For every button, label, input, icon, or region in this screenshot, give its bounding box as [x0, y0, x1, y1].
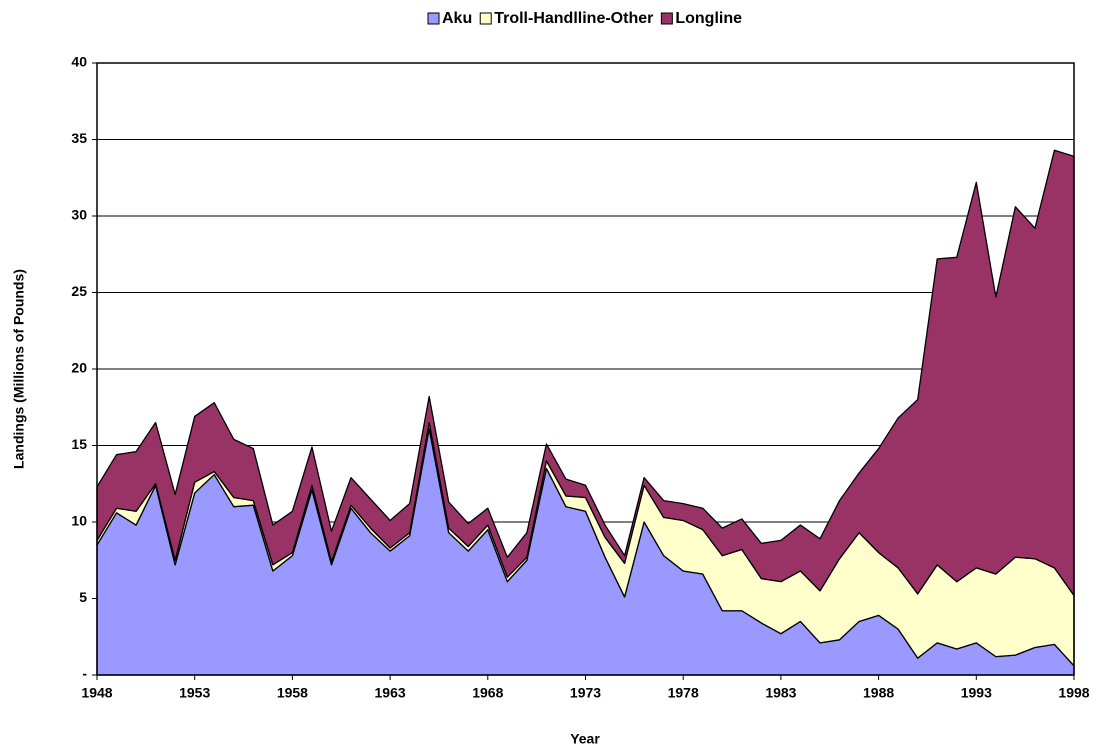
legend-swatch: [660, 12, 673, 25]
x-tick-label: 1948: [81, 685, 112, 701]
y-tick-label: 15: [71, 436, 87, 452]
legend-label: Longline: [675, 10, 742, 27]
x-tick-label: 1983: [765, 685, 796, 701]
y-tick-label: -: [82, 666, 87, 682]
y-tick-label: 10: [71, 513, 87, 529]
legend-swatch: [479, 12, 492, 25]
y-tick-label: 40: [71, 54, 87, 70]
y-tick-label: 35: [71, 130, 87, 146]
x-tick-label: 1958: [277, 685, 308, 701]
x-tick-label: 1988: [863, 685, 894, 701]
x-axis-label: Year: [570, 731, 600, 747]
x-tick-label: 1973: [570, 685, 601, 701]
x-tick-label: 1993: [961, 685, 992, 701]
legend-swatch: [427, 12, 440, 25]
y-tick-label: 30: [71, 207, 87, 223]
y-tick-label: 20: [71, 360, 87, 376]
x-tick-label: 1998: [1058, 685, 1089, 701]
legend-label: Troll-Handlline-Other: [494, 10, 653, 27]
y-tick-label: 25: [71, 283, 87, 299]
x-tick-label: 1953: [179, 685, 210, 701]
legend-label: Aku: [442, 10, 472, 27]
x-tick-label: 1968: [472, 685, 503, 701]
x-tick-label: 1963: [375, 685, 406, 701]
x-tick-label: 1978: [668, 685, 699, 701]
y-axis-label: Landings (Millions of Pounds): [11, 269, 27, 469]
y-tick-label: 5: [79, 589, 87, 605]
